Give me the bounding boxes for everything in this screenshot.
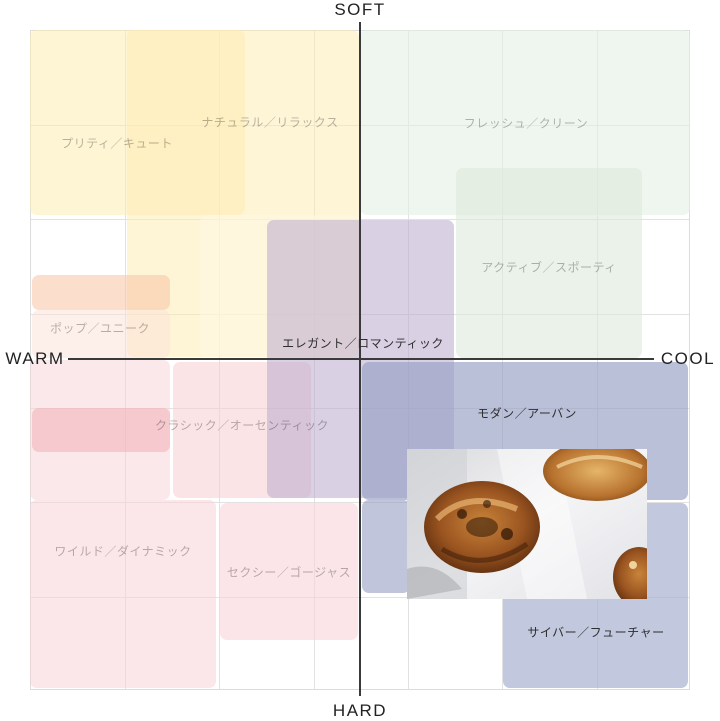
label-natural-relax: ナチュラル／リラックス bbox=[201, 115, 339, 130]
region-pop-unique bbox=[32, 310, 170, 358]
axis-label-cool: COOL bbox=[660, 349, 716, 368]
label-pop-unique: ポップ／ユニーク bbox=[49, 321, 151, 336]
region-active-sporty bbox=[456, 168, 642, 358]
bread-photo bbox=[407, 449, 647, 599]
label-sexy-gorgeous: セクシー／ゴージャス bbox=[226, 565, 352, 580]
label-elegant-romantic: エレガント／ロマンティック bbox=[282, 336, 444, 351]
axis-label-soft: SOFT bbox=[334, 0, 386, 19]
label-cyber-future: サイバー／フューチャー bbox=[527, 625, 665, 640]
label-classic-authentic: クラシック／オーセンティック bbox=[154, 418, 330, 433]
label-pretty-cute: プリティ／キュート bbox=[61, 136, 173, 151]
grid-line bbox=[597, 31, 598, 689]
horizontal-axis bbox=[68, 358, 654, 360]
grid-line bbox=[219, 31, 220, 689]
grid-line bbox=[502, 31, 503, 689]
label-fresh-clean: フレッシュ／クリーン bbox=[463, 116, 589, 131]
label-wild-dynamic: ワイルド／ダイナミック bbox=[54, 544, 192, 559]
axis-label-warm: WARM bbox=[5, 349, 65, 368]
label-active-sporty: アクティブ／スポーティ bbox=[481, 260, 617, 275]
region-modern-urban-lower bbox=[362, 500, 410, 593]
region-sexy-gorgeous bbox=[220, 503, 358, 640]
region-classic-band bbox=[32, 408, 170, 452]
region-wild-dynamic bbox=[30, 500, 216, 688]
label-modern-urban: モダン／アーバン bbox=[477, 406, 577, 421]
region-pop-unique-band bbox=[32, 275, 170, 310]
axis-label-hard: HARD bbox=[332, 701, 388, 720]
bread-photo-illustration bbox=[407, 449, 647, 599]
